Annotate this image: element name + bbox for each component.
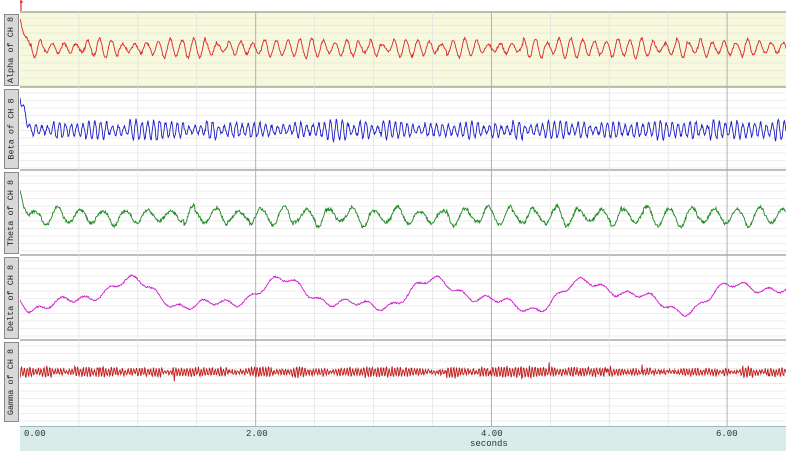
series-line-gamma (20, 362, 786, 382)
time-axis-bar[interactable] (20, 426, 786, 451)
series-line-alpha (20, 18, 786, 60)
channel-label-column: Alpha of CH 8 Beta of CH 8 Theta of CH 8… (0, 0, 21, 426)
series-line-delta (20, 274, 786, 318)
channel-row-bg (20, 255, 786, 340)
tick-label: 2.00 (246, 429, 268, 439)
channel-label-alpha[interactable]: Alpha of CH 8 (4, 14, 19, 86)
channel-row-bg (20, 170, 786, 255)
tick-label: 0.00 (24, 429, 46, 439)
channel-row-bg (20, 340, 786, 426)
x-axis-label: seconds (470, 439, 508, 449)
plot-area[interactable] (20, 0, 786, 426)
series-line-theta (20, 190, 786, 229)
channel-label-gamma[interactable]: Gamma of CH 8 (4, 342, 19, 422)
series-line-beta (20, 97, 786, 144)
tick-label: 4.00 (481, 429, 503, 439)
channel-label-beta[interactable]: Beta of CH 8 (4, 89, 19, 169)
channel-label-theta[interactable]: Theta of CH 8 (4, 172, 19, 254)
channel-label-delta[interactable]: Delta of CH 8 (4, 257, 19, 339)
tick-label: 6.00 (716, 429, 738, 439)
